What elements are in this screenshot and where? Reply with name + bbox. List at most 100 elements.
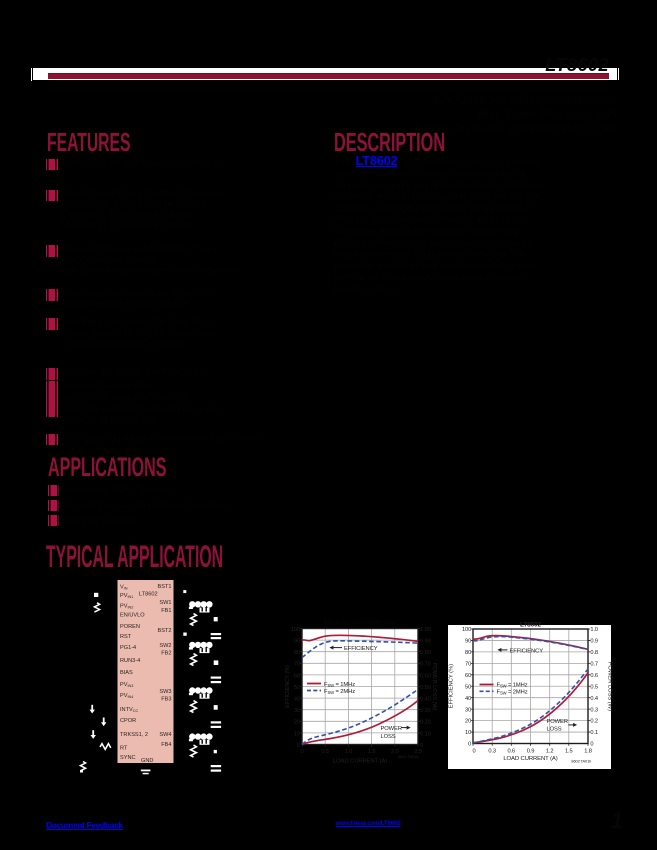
- svg-text:20: 20: [294, 720, 300, 726]
- svg-text:VIN: VIN: [120, 585, 128, 591]
- svg-text:80: 80: [294, 650, 300, 656]
- svg-text:LOAD CURRENT (A): LOAD CURRENT (A): [503, 756, 557, 762]
- svg-text:0: 0: [472, 749, 475, 755]
- svg-text:FB2: FB2: [161, 651, 171, 657]
- svg-text:30: 30: [465, 707, 471, 713]
- svg-text:EFFICIENCY: EFFICIENCY: [344, 646, 378, 652]
- svg-text:2.0: 2.0: [391, 749, 399, 755]
- svg-text:INTVCC: INTVCC: [120, 707, 138, 713]
- svg-text:1.8: 1.8: [584, 749, 592, 755]
- svg-text:POWER: POWER: [381, 726, 402, 732]
- svg-text:RUN3-4: RUN3-4: [120, 658, 140, 664]
- svg-text:PVIN2: PVIN2: [120, 604, 133, 610]
- svg-text:0.20: 0.20: [420, 720, 431, 726]
- svg-text:LT8602: LT8602: [139, 592, 158, 598]
- svg-text:0.8: 0.8: [590, 650, 598, 656]
- svg-text:EN/UVLO: EN/UVLO: [120, 613, 145, 619]
- svg-text:PVIN4: PVIN4: [120, 693, 133, 699]
- svg-text:FSW = 2MHz: FSW = 2MHz: [324, 689, 355, 695]
- svg-text:0.90: 0.90: [420, 639, 431, 645]
- svg-text:0.5: 0.5: [590, 684, 598, 690]
- svg-text:60: 60: [465, 673, 471, 679]
- svg-text:40: 40: [465, 696, 471, 702]
- svg-text:LOSS: LOSS: [547, 727, 562, 733]
- svg-text:10: 10: [294, 731, 300, 737]
- svg-text:100: 100: [462, 627, 471, 633]
- svg-text:0.2: 0.2: [590, 719, 598, 725]
- svg-text:SW3: SW3: [159, 689, 171, 695]
- svg-text:SYNC: SYNC: [120, 755, 136, 761]
- svg-text:100: 100: [291, 627, 300, 633]
- svg-text:BST2: BST2: [158, 628, 172, 634]
- svg-text:0.80: 0.80: [420, 650, 431, 656]
- svg-text:50: 50: [465, 684, 471, 690]
- svg-text:1.00: 1.00: [420, 627, 431, 633]
- svg-text:PG1-4: PG1-4: [120, 645, 136, 651]
- svg-text:60: 60: [294, 673, 300, 679]
- svg-text:0: 0: [468, 742, 471, 748]
- svg-text:LOSS: LOSS: [381, 734, 396, 740]
- svg-text:0.7: 0.7: [590, 662, 598, 668]
- svg-text:2.5: 2.5: [414, 749, 422, 755]
- svg-text:50: 50: [294, 685, 300, 691]
- svg-text:0: 0: [297, 743, 300, 749]
- svg-text:0.30: 0.30: [420, 708, 431, 714]
- svg-text:FSW = 2MHz: FSW = 2MHz: [497, 689, 528, 695]
- svg-text:0: 0: [590, 742, 593, 748]
- svg-text:POWER LOSS (W): POWER LOSS (W): [431, 663, 437, 711]
- svg-text:0.3: 0.3: [488, 749, 496, 755]
- svg-text:RST: RST: [120, 634, 132, 640]
- svg-text:PVIN3: PVIN3: [120, 682, 133, 688]
- svg-text:LOAD CURRENT (A): LOAD CURRENT (A): [333, 759, 387, 765]
- svg-text:CPOR: CPOR: [120, 718, 136, 724]
- svg-text:8602 TA01a: 8602 TA01a: [398, 754, 419, 759]
- svg-text:90: 90: [294, 639, 300, 645]
- svg-text:0.60: 0.60: [420, 673, 431, 679]
- svg-text:GND: GND: [141, 758, 153, 764]
- svg-text:0.6: 0.6: [507, 749, 515, 755]
- svg-text:1.0: 1.0: [345, 749, 353, 755]
- svg-text:0.4: 0.4: [590, 696, 598, 702]
- svg-text:1.2: 1.2: [546, 749, 554, 755]
- svg-text:EFFICIENCY: EFFICIENCY: [510, 649, 544, 655]
- svg-text:20: 20: [465, 719, 471, 725]
- svg-text:70: 70: [294, 662, 300, 668]
- svg-text:0: 0: [300, 749, 303, 755]
- svg-text:1.0: 1.0: [590, 627, 598, 633]
- svg-text:LT8602: LT8602: [520, 622, 541, 629]
- svg-text:SW2: SW2: [159, 643, 171, 649]
- svg-text:EFFICIENCY (%): EFFICIENCY (%): [449, 664, 455, 708]
- svg-text:SW1: SW1: [159, 600, 171, 606]
- svg-text:0.9: 0.9: [527, 749, 535, 755]
- svg-text:FB4: FB4: [161, 742, 171, 748]
- svg-text:90: 90: [465, 639, 471, 645]
- svg-text:TRKSS1, 2: TRKSS1, 2: [120, 732, 148, 738]
- svg-text:0.9: 0.9: [590, 639, 598, 645]
- svg-text:FSW = 1MHz: FSW = 1MHz: [497, 683, 528, 689]
- svg-text:0.50: 0.50: [420, 685, 431, 691]
- svg-text:BST1: BST1: [158, 584, 172, 590]
- svg-text:BIAS: BIAS: [120, 670, 133, 676]
- svg-text:0.6: 0.6: [590, 673, 598, 679]
- svg-text:0: 0: [420, 743, 423, 749]
- svg-text:80: 80: [465, 650, 471, 656]
- svg-text:1.5: 1.5: [368, 749, 376, 755]
- svg-text:FSW = 1MHz: FSW = 1MHz: [324, 682, 355, 688]
- svg-text:40: 40: [294, 697, 300, 703]
- svg-text:0.1: 0.1: [590, 730, 598, 736]
- svg-text:0.10: 0.10: [420, 731, 431, 737]
- svg-text:0.40: 0.40: [420, 697, 431, 703]
- svg-text:PVIN1: PVIN1: [120, 593, 133, 599]
- svg-text:0.5: 0.5: [321, 749, 329, 755]
- svg-text:70: 70: [465, 662, 471, 668]
- svg-text:POWER LOSS (W): POWER LOSS (W): [606, 662, 612, 711]
- svg-text:POWER: POWER: [547, 719, 568, 725]
- svg-text:1.5: 1.5: [565, 749, 573, 755]
- svg-text:RT: RT: [120, 746, 128, 752]
- svg-text:FB3: FB3: [161, 697, 171, 703]
- svg-text:FB1: FB1: [161, 608, 171, 614]
- svg-text:Efficiency and Power Loss: Efficiency and Power Loss: [324, 619, 396, 626]
- svg-text:0.3: 0.3: [590, 707, 598, 713]
- svg-text:10: 10: [465, 730, 471, 736]
- svg-text:30: 30: [294, 708, 300, 714]
